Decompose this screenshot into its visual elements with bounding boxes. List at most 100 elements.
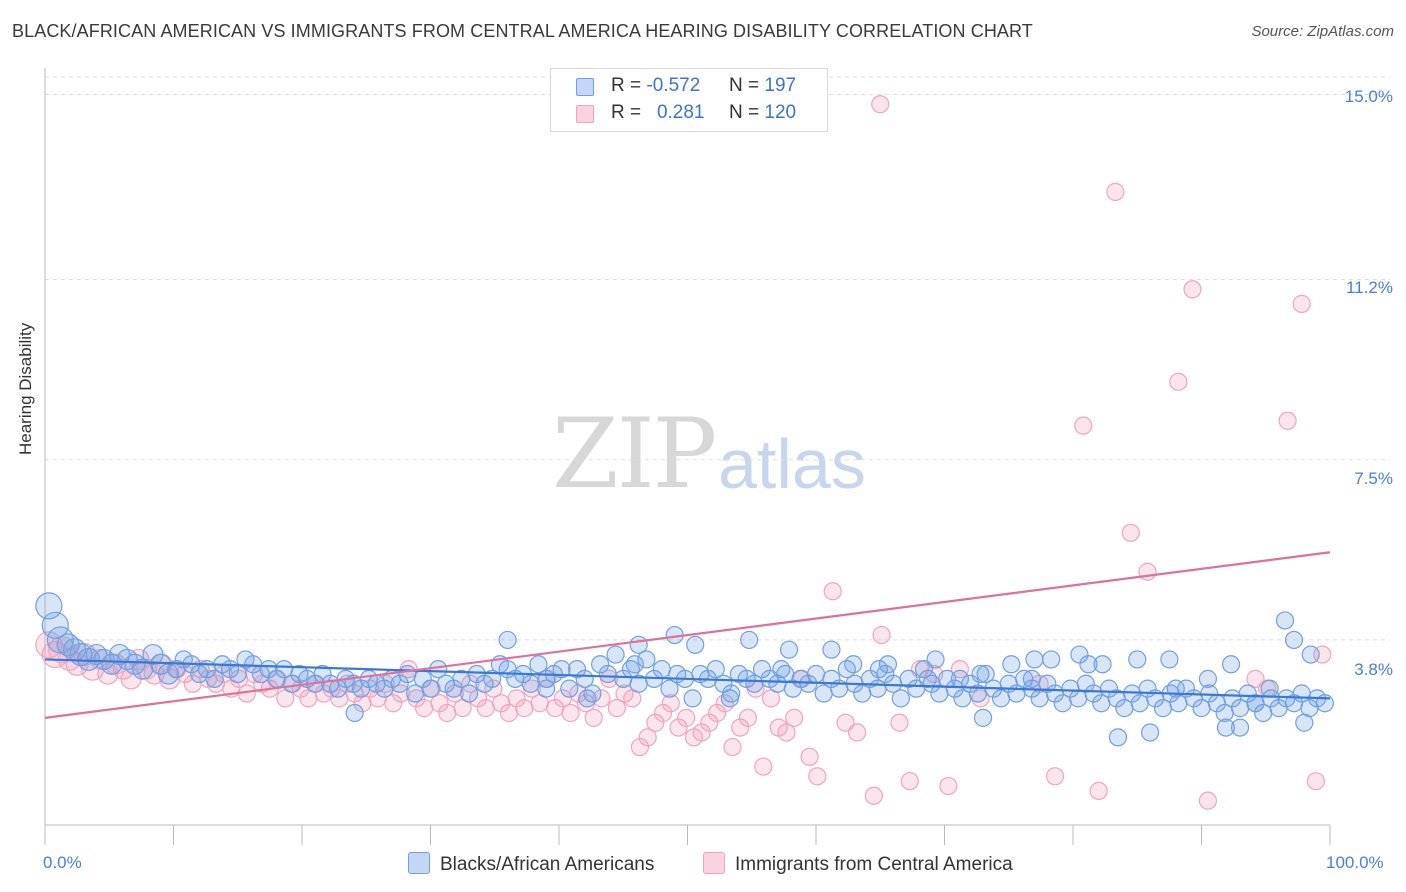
pink-point xyxy=(515,699,534,718)
blue-point xyxy=(1140,723,1160,742)
pink-point xyxy=(864,786,883,805)
y-tick-label: 3.8% xyxy=(1354,660,1393,679)
pink-point xyxy=(1138,562,1157,581)
blue-point xyxy=(598,664,617,684)
blue-point xyxy=(752,660,772,679)
blue-point xyxy=(779,640,799,659)
blue-point xyxy=(1221,655,1241,674)
pink-point xyxy=(1306,772,1325,791)
blue-point xyxy=(1076,674,1095,693)
legend-label: Immigrants from Central America xyxy=(735,854,1013,875)
blue-point xyxy=(583,684,602,703)
blue-point xyxy=(606,645,625,664)
n-label: N = xyxy=(729,102,760,123)
blue-point xyxy=(1042,650,1061,669)
pink-point xyxy=(777,723,796,742)
pink-point xyxy=(890,713,909,732)
blue-point xyxy=(625,655,644,674)
pink-point xyxy=(1121,523,1140,542)
pink-point xyxy=(872,625,891,645)
pink-point xyxy=(461,674,480,693)
pink-point xyxy=(1198,791,1218,810)
y-tick-label: 7.5% xyxy=(1354,469,1393,488)
blue-point xyxy=(926,650,945,669)
blue-point xyxy=(521,674,540,693)
blue-point xyxy=(529,655,548,674)
blue-point xyxy=(652,660,671,679)
n-label: N = xyxy=(729,75,760,96)
blue-point xyxy=(869,660,889,679)
blue-point xyxy=(259,660,278,679)
blue-point xyxy=(629,635,648,654)
blue-point xyxy=(1230,718,1250,737)
blue-point xyxy=(498,630,517,650)
pink-point xyxy=(950,660,970,679)
pink-point xyxy=(669,718,688,737)
blue-point xyxy=(1079,655,1098,674)
pink-point xyxy=(871,95,890,114)
pink-point xyxy=(653,703,673,723)
blue-swatch xyxy=(576,78,594,96)
y-axis-label: Hearing Disability xyxy=(16,322,35,455)
blue-point xyxy=(560,679,579,698)
blue-point xyxy=(398,664,417,684)
pink-point xyxy=(731,718,750,737)
n-value: 120 xyxy=(764,102,797,123)
n-value: 197 xyxy=(764,75,797,96)
blue-point xyxy=(1275,611,1295,630)
r-value: 0.281 xyxy=(656,102,705,123)
legend-label: Blacks/African Americans xyxy=(440,854,655,875)
blue-point xyxy=(844,655,863,674)
pink-point xyxy=(507,689,526,708)
blue-point xyxy=(1198,669,1218,688)
pink-legend-swatch xyxy=(703,852,725,874)
blue-point xyxy=(1246,694,1265,713)
pink-point xyxy=(476,699,495,718)
blue-point xyxy=(973,708,993,727)
blue-point xyxy=(132,658,154,680)
x-tick-label: 0.0% xyxy=(43,853,82,872)
blue-point xyxy=(421,679,440,698)
blue-point xyxy=(1108,728,1128,747)
blue-point xyxy=(891,689,910,708)
legend-row-pink: R = 0.281 N = 120 xyxy=(551,101,827,127)
blue-point xyxy=(483,669,502,688)
blue-point xyxy=(806,664,826,684)
pink-point xyxy=(561,703,580,723)
pink-point xyxy=(754,757,773,776)
blue-point xyxy=(1093,655,1112,674)
blue-point xyxy=(1216,718,1236,737)
r-label: R = xyxy=(611,75,642,96)
blue-point xyxy=(1128,650,1147,669)
pink-point xyxy=(800,747,819,766)
pink-point xyxy=(848,723,867,742)
pink-point xyxy=(630,737,650,757)
blue-point xyxy=(878,655,898,674)
y-tick-label: 15.0% xyxy=(1344,87,1393,106)
blue-point xyxy=(918,669,937,688)
r-value: -0.572 xyxy=(646,75,701,96)
blue-point xyxy=(591,655,610,674)
blue-point xyxy=(1284,630,1304,650)
pink-point xyxy=(900,772,919,791)
pink-point xyxy=(1183,280,1202,299)
pink-swatch xyxy=(576,105,594,123)
blue-point xyxy=(390,674,409,693)
blue-point xyxy=(205,669,224,688)
blue-point xyxy=(686,635,705,654)
blue-point xyxy=(637,650,656,669)
legend-item-immigrants: Immigrants from Central America xyxy=(703,852,1013,876)
blue-point xyxy=(41,611,69,639)
pink-point xyxy=(971,689,990,708)
blue-point xyxy=(537,679,556,698)
legend-row-blue: R = -0.572 N = 197 xyxy=(551,74,827,100)
pink-trend-line xyxy=(44,551,1331,719)
pink-point xyxy=(715,694,734,713)
pink-point xyxy=(677,708,696,727)
pink-point xyxy=(1278,411,1297,430)
pink-point xyxy=(939,776,958,796)
pink-point xyxy=(692,723,711,742)
pink-point xyxy=(836,713,855,732)
pink-point xyxy=(823,582,842,601)
